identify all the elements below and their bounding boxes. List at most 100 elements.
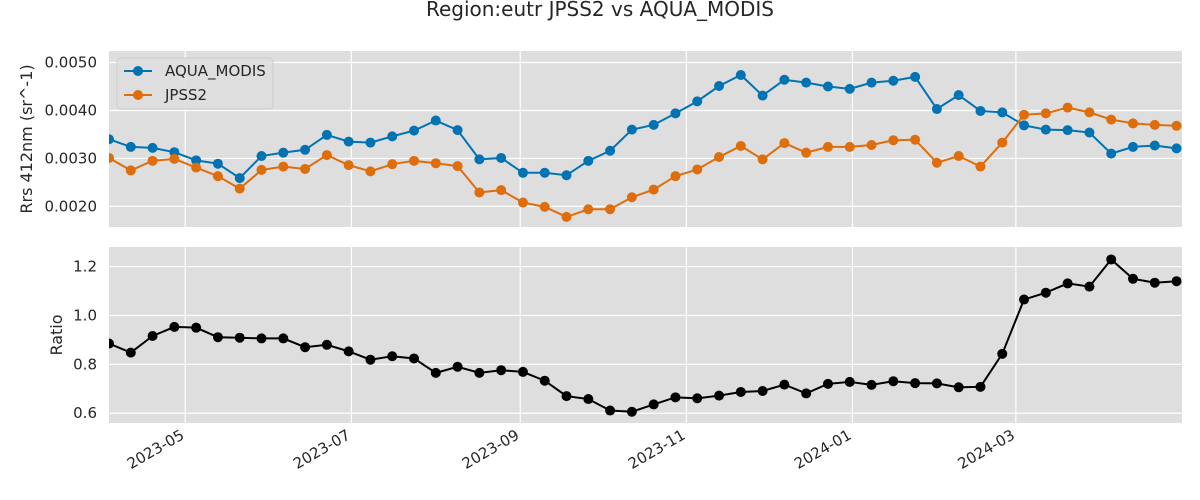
aqua-modis-legend-label: AQUA_MODIS [165, 62, 266, 81]
jpss2-point [888, 135, 899, 146]
ratio-point [430, 367, 441, 378]
jpss2-point [844, 141, 855, 152]
jpss2-point [626, 192, 637, 203]
jpss2-point [1149, 119, 1160, 130]
jpss2-point [474, 187, 485, 198]
ratio-point [953, 382, 964, 393]
aqua-modis-point [387, 131, 398, 142]
jpss2-point [343, 160, 354, 171]
aqua-modis-point [910, 71, 921, 82]
jpss2-point [583, 204, 594, 215]
aqua-modis-point [1149, 140, 1160, 151]
aqua-modis-point [1040, 124, 1051, 135]
ratio-point [735, 386, 746, 397]
aqua-modis-point [1062, 125, 1073, 136]
aqua-modis-point [256, 151, 267, 162]
jpss2-point [1062, 102, 1073, 113]
jpss2-point [109, 152, 114, 163]
ratio-point [321, 339, 332, 350]
ratio-point [714, 390, 725, 401]
aqua-modis-point [452, 125, 463, 136]
ratio-point [365, 354, 376, 365]
ratio-point [801, 388, 812, 399]
x-axis: 2023-05 2023-07 2023-09 2023-11 2024-01 2024-… [124, 426, 1018, 473]
y-tick-label: 0.0050 [45, 54, 98, 72]
aqua-modis-point [365, 137, 376, 148]
y-tick-label: 0.0030 [45, 149, 98, 167]
aqua-modis-point [648, 119, 659, 130]
x-tick-label: 2024-03 [955, 426, 1018, 473]
y-tick-label: 0.8 [73, 355, 97, 373]
y-tick-label: 0.6 [73, 404, 97, 422]
ratio-point [670, 392, 681, 403]
jpss2-point [953, 151, 964, 162]
x-tick-label: 2023-05 [124, 426, 187, 473]
aqua-modis-point [430, 115, 441, 126]
aqua-modis-point [496, 152, 507, 163]
aqua-modis-point [561, 170, 572, 181]
x-tick-label: 2024-01 [791, 426, 854, 473]
jpss2-point [496, 185, 507, 196]
ratio-point [517, 366, 528, 377]
jpss2-point [975, 161, 986, 172]
legend: AQUA_MODIS JPSS2 [116, 57, 274, 110]
aqua-modis-point [670, 108, 681, 119]
rrs-panel: 0.0020 0.0030 0.0040 0.0050 Rrs 412nm (sr^-1… [17, 51, 1182, 227]
ratio-point [125, 347, 136, 358]
y-tick-label: 0.0040 [45, 101, 98, 119]
jpss2-point [670, 171, 681, 182]
aqua-modis-point [321, 129, 332, 140]
aqua-modis-point [409, 125, 420, 136]
aqua-modis-point [888, 75, 899, 86]
jpss2-point [169, 153, 180, 164]
ratio-point [169, 321, 180, 332]
y-axis-label: Rrs 412nm (sr^-1) [17, 64, 36, 213]
ratio-point [234, 332, 245, 343]
aqua-modis-point [692, 96, 703, 107]
jpss2-point [997, 137, 1008, 148]
ratio-point [1127, 273, 1138, 284]
ratio-point [300, 342, 311, 353]
aqua-modis-point [975, 105, 986, 116]
ratio-point [109, 338, 114, 349]
ratio-point [626, 406, 637, 417]
aqua-modis-point [844, 83, 855, 94]
ratio-panel: 0.6 0.8 1.0 1.2 Ratio [47, 247, 1182, 423]
aqua-modis-point [278, 147, 289, 158]
aqua-modis-point [1106, 148, 1117, 159]
jpss2-point [822, 141, 833, 152]
jpss2-point [1040, 108, 1051, 119]
aqua-modis-point [125, 141, 136, 152]
jpss2-point [278, 161, 289, 172]
ratio-point [147, 330, 158, 341]
aqua-modis-point [1084, 127, 1095, 138]
jpss2-legend-marker [133, 90, 143, 100]
ratio-point [212, 332, 223, 343]
aqua-modis-point [779, 74, 790, 85]
jpss2-point [234, 183, 245, 194]
ratio-point [539, 375, 550, 386]
ratio-point [256, 333, 267, 344]
jpss2-point [1106, 114, 1117, 125]
aqua-modis-legend-marker [133, 66, 143, 76]
ratio-point [474, 367, 485, 378]
jpss2-point [801, 147, 812, 158]
plot-area [109, 247, 1182, 423]
aqua-modis-point [1019, 120, 1030, 131]
ratio-point [605, 405, 616, 416]
aqua-modis-point [953, 90, 964, 101]
ratio-point [496, 365, 507, 376]
ratio-point [888, 376, 899, 387]
y-tick-label: 1.2 [73, 258, 97, 276]
jpss2-point [430, 158, 441, 169]
jpss2-point [147, 155, 158, 166]
ratio-point [1171, 276, 1182, 287]
aqua-modis-point [757, 90, 768, 101]
aqua-modis-point [234, 173, 245, 184]
jpss2-point [256, 164, 267, 175]
aqua-modis-point [212, 158, 223, 169]
jpss2-legend-label: JPSS2 [164, 86, 207, 104]
y-tick-label: 1.0 [73, 306, 97, 324]
ratio-point [191, 322, 202, 333]
aqua-modis-point [866, 77, 877, 88]
